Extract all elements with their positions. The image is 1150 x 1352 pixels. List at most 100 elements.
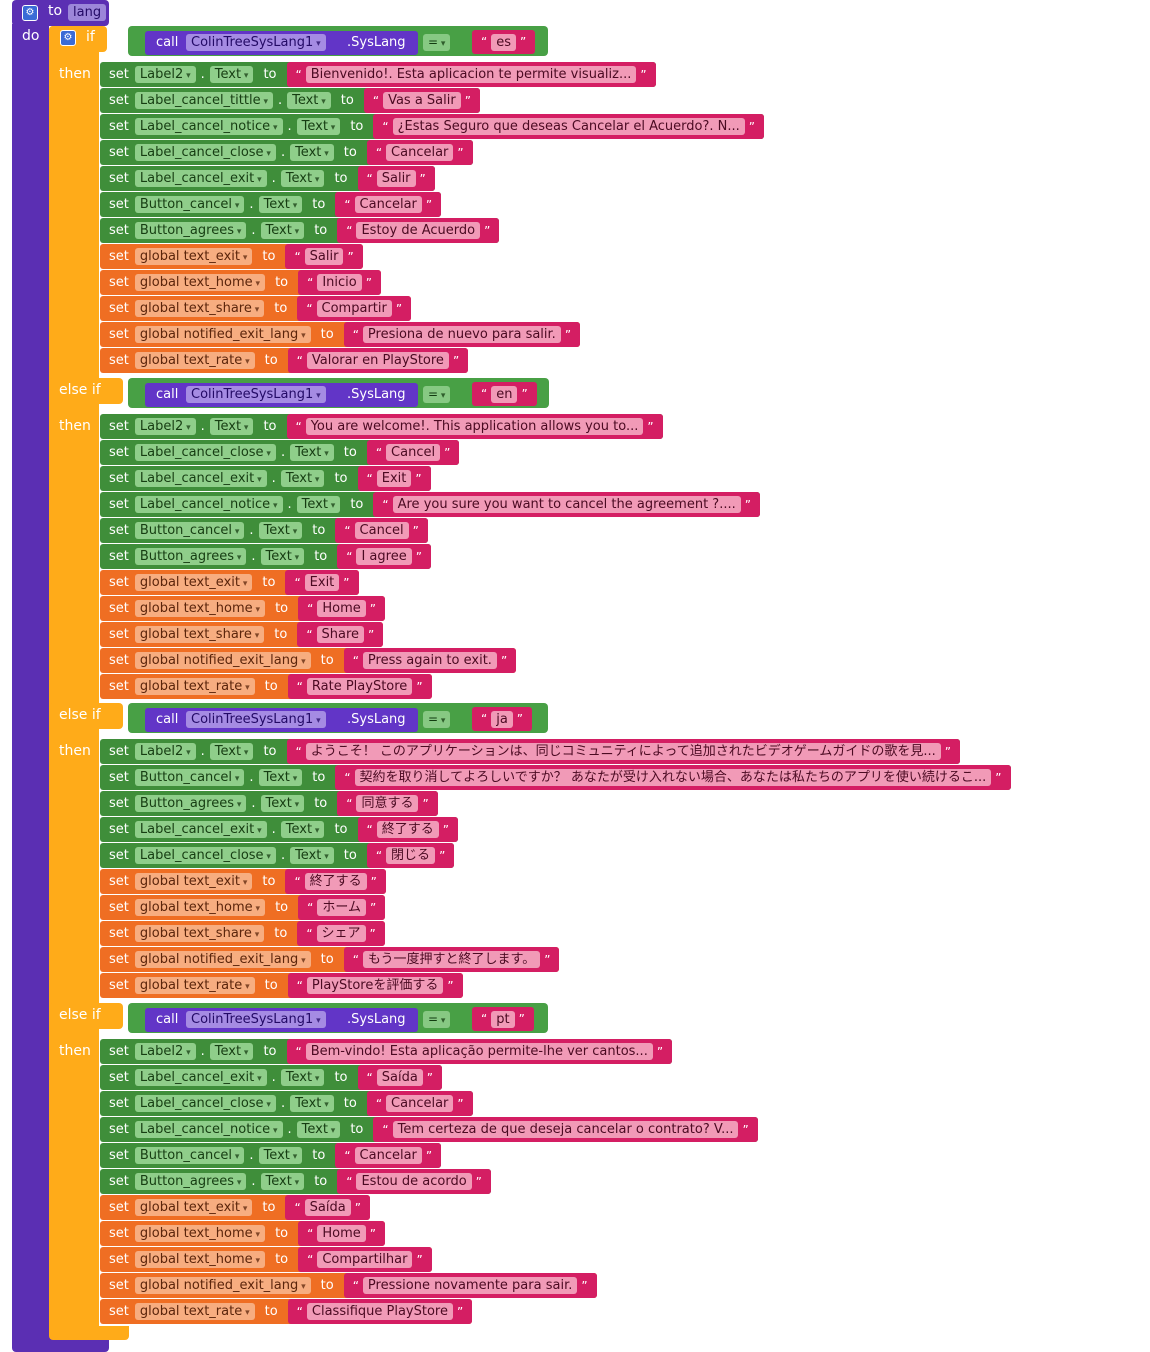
text-block[interactable]: “もう一度押すと終了します。”: [343, 947, 560, 972]
procedure-header[interactable]: ⚙ to lang: [12, 0, 109, 26]
global-variable-dropdown[interactable]: global notified_exit_lang: [134, 951, 311, 968]
set-property-block[interactable]: set Label_cancel_exit. Textto “終了する”: [100, 817, 458, 842]
component-dropdown[interactable]: Label2: [134, 418, 196, 435]
text-block[interactable]: “Presiona de nuevo para salir.”: [343, 322, 581, 347]
text-block[interactable]: “Vas a Salir”: [363, 88, 480, 113]
text-value[interactable]: You are welcome!. This application allow…: [305, 418, 644, 435]
property-dropdown[interactable]: Text: [260, 548, 305, 565]
text-value[interactable]: Saída: [304, 1199, 351, 1216]
text-value[interactable]: Estoy de Acuerdo: [356, 222, 481, 239]
component-dropdown[interactable]: Label_cancel_close: [134, 444, 276, 461]
operator-dropdown[interactable]: =: [423, 711, 451, 728]
text-block[interactable]: “Cancelar”: [335, 1143, 442, 1168]
text-value[interactable]: Home: [317, 600, 366, 617]
set-global-block[interactable]: set global text_share to “シェア”: [100, 921, 385, 946]
text-value[interactable]: 終了する: [304, 873, 367, 890]
component-dropdown[interactable]: Button_agrees: [134, 795, 247, 812]
text-block[interactable]: “Cancel”: [366, 440, 460, 465]
operator-dropdown[interactable]: =: [423, 34, 451, 51]
text-block[interactable]: “シェア”: [297, 921, 385, 946]
global-variable-dropdown[interactable]: global text_rate: [134, 678, 255, 695]
condition-value[interactable]: es: [491, 33, 516, 51]
global-variable-dropdown[interactable]: global text_exit: [134, 248, 253, 265]
property-dropdown[interactable]: Text: [209, 418, 254, 435]
component-dropdown[interactable]: Label2: [134, 66, 196, 83]
set-global-block[interactable]: set global text_rate to “Classifique PlaySt…: [100, 1299, 473, 1324]
text-value[interactable]: Vas a Salir: [383, 92, 461, 109]
property-dropdown[interactable]: Text: [290, 144, 334, 161]
property-dropdown[interactable]: Text: [209, 1043, 254, 1060]
text-block[interactable]: “終了する”: [285, 869, 386, 894]
property-dropdown[interactable]: Text: [260, 222, 305, 239]
text-value[interactable]: Cancelar: [354, 196, 422, 213]
component-dropdown[interactable]: Label_cancel_tittle: [134, 92, 273, 109]
global-variable-dropdown[interactable]: global text_share: [134, 925, 265, 942]
global-variable-dropdown[interactable]: global notified_exit_lang: [134, 326, 311, 343]
property-dropdown[interactable]: Text: [209, 743, 254, 760]
set-property-block[interactable]: set Label2. Textto “You are welcome!. This …: [100, 414, 663, 439]
text-value[interactable]: Rate PlayStore: [306, 678, 413, 695]
set-global-block[interactable]: set global text_exit to “Exit”: [100, 570, 359, 595]
text-block[interactable]: “You are welcome!. This application allo…: [286, 414, 663, 439]
text-value[interactable]: 契約を取り消してよろしいですか？ あなたが受け入れない場合、あなたは私たちのアプ…: [354, 769, 992, 786]
property-dropdown[interactable]: Text: [209, 66, 254, 83]
text-block[interactable]: “Exit”: [357, 466, 431, 491]
text-block[interactable]: “ようこそ！ このアプリケーションは、同じコミュニティによって追加されたビデオゲ…: [286, 739, 960, 764]
property-dropdown[interactable]: Text: [260, 1173, 305, 1190]
component-dropdown[interactable]: Label2: [134, 1043, 196, 1060]
text-block[interactable]: “Saída”: [285, 1195, 370, 1220]
global-variable-dropdown[interactable]: global text_home: [134, 1225, 266, 1242]
text-value[interactable]: Exit: [376, 470, 412, 487]
text-value[interactable]: Share: [316, 626, 365, 643]
component-dropdown[interactable]: Button_cancel: [134, 196, 245, 213]
set-property-block[interactable]: set Label_cancel_close. Textto “Cancelar”: [100, 140, 473, 165]
component-dropdown[interactable]: Label_cancel_close: [134, 1095, 276, 1112]
text-block[interactable]: “Cancelar”: [366, 140, 473, 165]
property-dropdown[interactable]: Text: [290, 444, 334, 461]
text-value[interactable]: Are you sure you want to cancel the agre…: [392, 496, 741, 513]
text-value[interactable]: Estou de acordo: [356, 1173, 472, 1190]
set-property-block[interactable]: set Label_cancel_exit. Textto “Exit”: [100, 466, 431, 491]
property-dropdown[interactable]: Text: [258, 1147, 303, 1164]
property-dropdown[interactable]: Text: [296, 496, 341, 513]
global-variable-dropdown[interactable]: global text_home: [134, 600, 266, 617]
text-block[interactable]: “同意する”: [337, 791, 438, 816]
set-global-block[interactable]: set global text_share to “Share”: [100, 622, 384, 647]
condition-value[interactable]: ja: [491, 710, 513, 728]
set-global-block[interactable]: set global text_home to “Home”: [100, 1221, 385, 1246]
component-dropdown[interactable]: Label_cancel_exit: [134, 1069, 267, 1086]
text-block[interactable]: “Classifique PlayStore”: [287, 1299, 473, 1324]
property-dropdown[interactable]: Text: [258, 522, 303, 539]
else-if-header[interactable]: [49, 378, 123, 404]
global-variable-dropdown[interactable]: global text_home: [134, 1251, 266, 1268]
procedure-name[interactable]: lang: [68, 4, 107, 21]
set-property-block[interactable]: set Label_cancel_exit. Textto “Salir”: [100, 166, 435, 191]
property-dropdown[interactable]: Text: [280, 821, 325, 838]
set-property-block[interactable]: set Button_cancel. Textto “契約を取り消してよろしいですか？…: [100, 765, 1011, 790]
text-value[interactable]: Cancel: [386, 444, 441, 461]
text-block[interactable]: “Rate PlayStore”: [287, 674, 432, 699]
component-dropdown[interactable]: Label_cancel_notice: [134, 1121, 283, 1138]
text-block[interactable]: “Salir”: [285, 244, 363, 269]
set-property-block[interactable]: set Button_agrees. Textto “Estoy de Acuerdo…: [100, 218, 500, 243]
set-property-block[interactable]: set Label_cancel_close. Textto “閉じる”: [100, 843, 455, 868]
set-global-block[interactable]: set global text_rate to “Valorar en PlaySto…: [100, 348, 469, 373]
text-value[interactable]: Cancel: [354, 522, 409, 539]
text-value[interactable]: I agree: [356, 548, 412, 565]
text-block[interactable]: “Inicio”: [298, 270, 381, 295]
global-variable-dropdown[interactable]: global text_share: [134, 300, 265, 317]
set-property-block[interactable]: set Button_agrees. Textto “同意する”: [100, 791, 438, 816]
text-value[interactable]: Valorar en PlayStore: [306, 352, 449, 369]
text-value[interactable]: 終了する: [376, 821, 439, 838]
text-block[interactable]: “Cancelar”: [335, 192, 442, 217]
text-value[interactable]: シェア: [316, 925, 366, 942]
text-value[interactable]: Presiona de nuevo para salir.: [362, 326, 561, 343]
text-block[interactable]: “Salir”: [357, 166, 435, 191]
text-block[interactable]: “Saída”: [357, 1065, 443, 1090]
component-dropdown[interactable]: Button_agrees: [134, 1173, 247, 1190]
text-value[interactable]: 閉じる: [386, 847, 436, 864]
set-global-block[interactable]: set global notified_exit_lang to “Press aga…: [100, 648, 517, 673]
set-property-block[interactable]: set Label_cancel_close. Textto “Cancelar”: [100, 1091, 473, 1116]
text-value[interactable]: Cancelar: [386, 144, 454, 161]
condition-value[interactable]: en: [491, 385, 518, 403]
